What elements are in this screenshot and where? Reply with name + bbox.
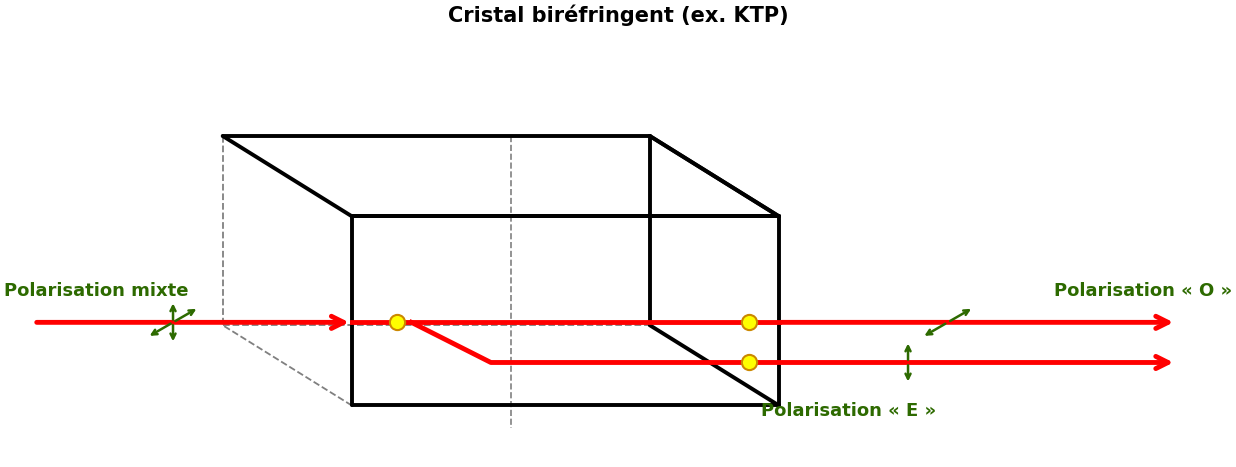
Text: Polarisation « O »: Polarisation « O » bbox=[1053, 282, 1232, 300]
Text: Polarisation mixte: Polarisation mixte bbox=[4, 282, 189, 300]
Point bbox=[739, 318, 759, 326]
Point bbox=[739, 359, 759, 366]
Text: Polarisation « E »: Polarisation « E » bbox=[761, 402, 936, 420]
Title: Cristal biréfringent (ex. KTP): Cristal biréfringent (ex. KTP) bbox=[447, 4, 789, 26]
Point bbox=[387, 318, 407, 326]
